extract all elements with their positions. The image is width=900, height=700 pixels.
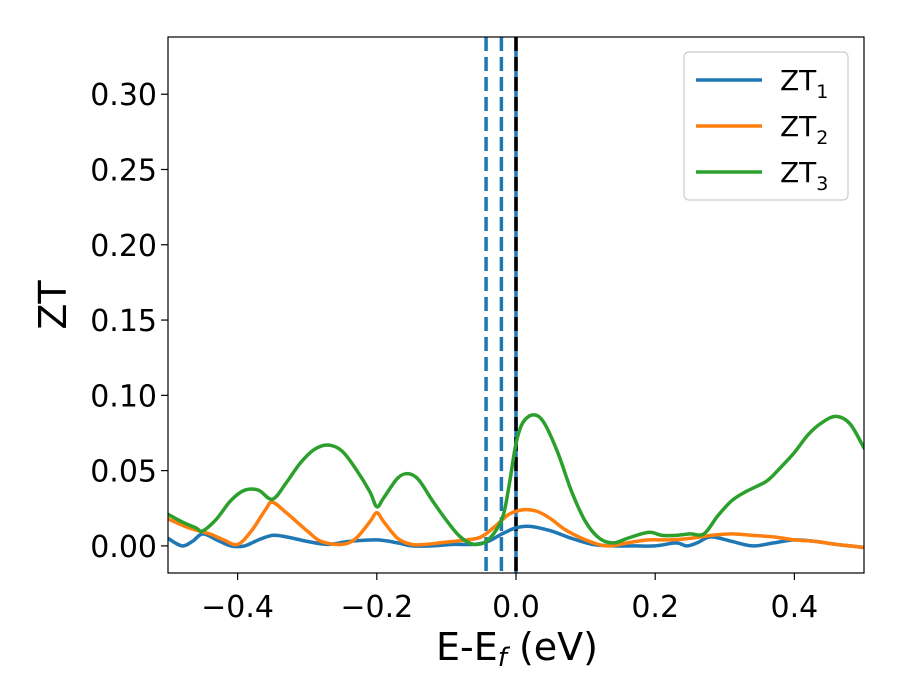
legend-label: ZT2 [780,110,828,149]
x-axis-title: E-Ef (eV) [436,625,598,673]
x-tick-label: 0.4 [771,590,819,625]
legend: ZT1 ZT2 ZT3 [683,51,849,201]
reference-lines [484,37,518,573]
series-line-zt1 [168,524,864,550]
y-axis-label: ZT [31,280,75,330]
y-tick-label: 0.20 [90,229,157,264]
legend-frame [683,51,849,201]
series-lines [168,413,864,550]
y-tick-label: 0.00 [90,530,157,565]
legend-label: ZT1 [780,64,828,103]
y-axis-title: ZT [31,280,75,330]
x-tick-label: −0.4 [201,590,274,625]
y-tick-label: 0.05 [90,455,157,490]
plot-frame [167,36,865,574]
y-tick-label: 0.15 [90,304,157,339]
x-tick-label: −0.2 [340,590,413,625]
series-line-zt3 [168,413,864,547]
x-tick-label: 0.2 [631,590,679,625]
y-tick-label: 0.30 [90,78,157,113]
axis-ticks: −0.4 −0.2 0.0 0.2 0.4 0.00 0.05 0.10 0.15 0.20 0.2… [90,78,818,625]
x-tick-label: 0.0 [492,590,540,625]
y-tick-label: 0.10 [90,379,157,414]
series-line-zt2 [168,500,864,550]
y-tick-label: 0.25 [90,153,157,188]
legend-label: ZT3 [780,156,828,195]
